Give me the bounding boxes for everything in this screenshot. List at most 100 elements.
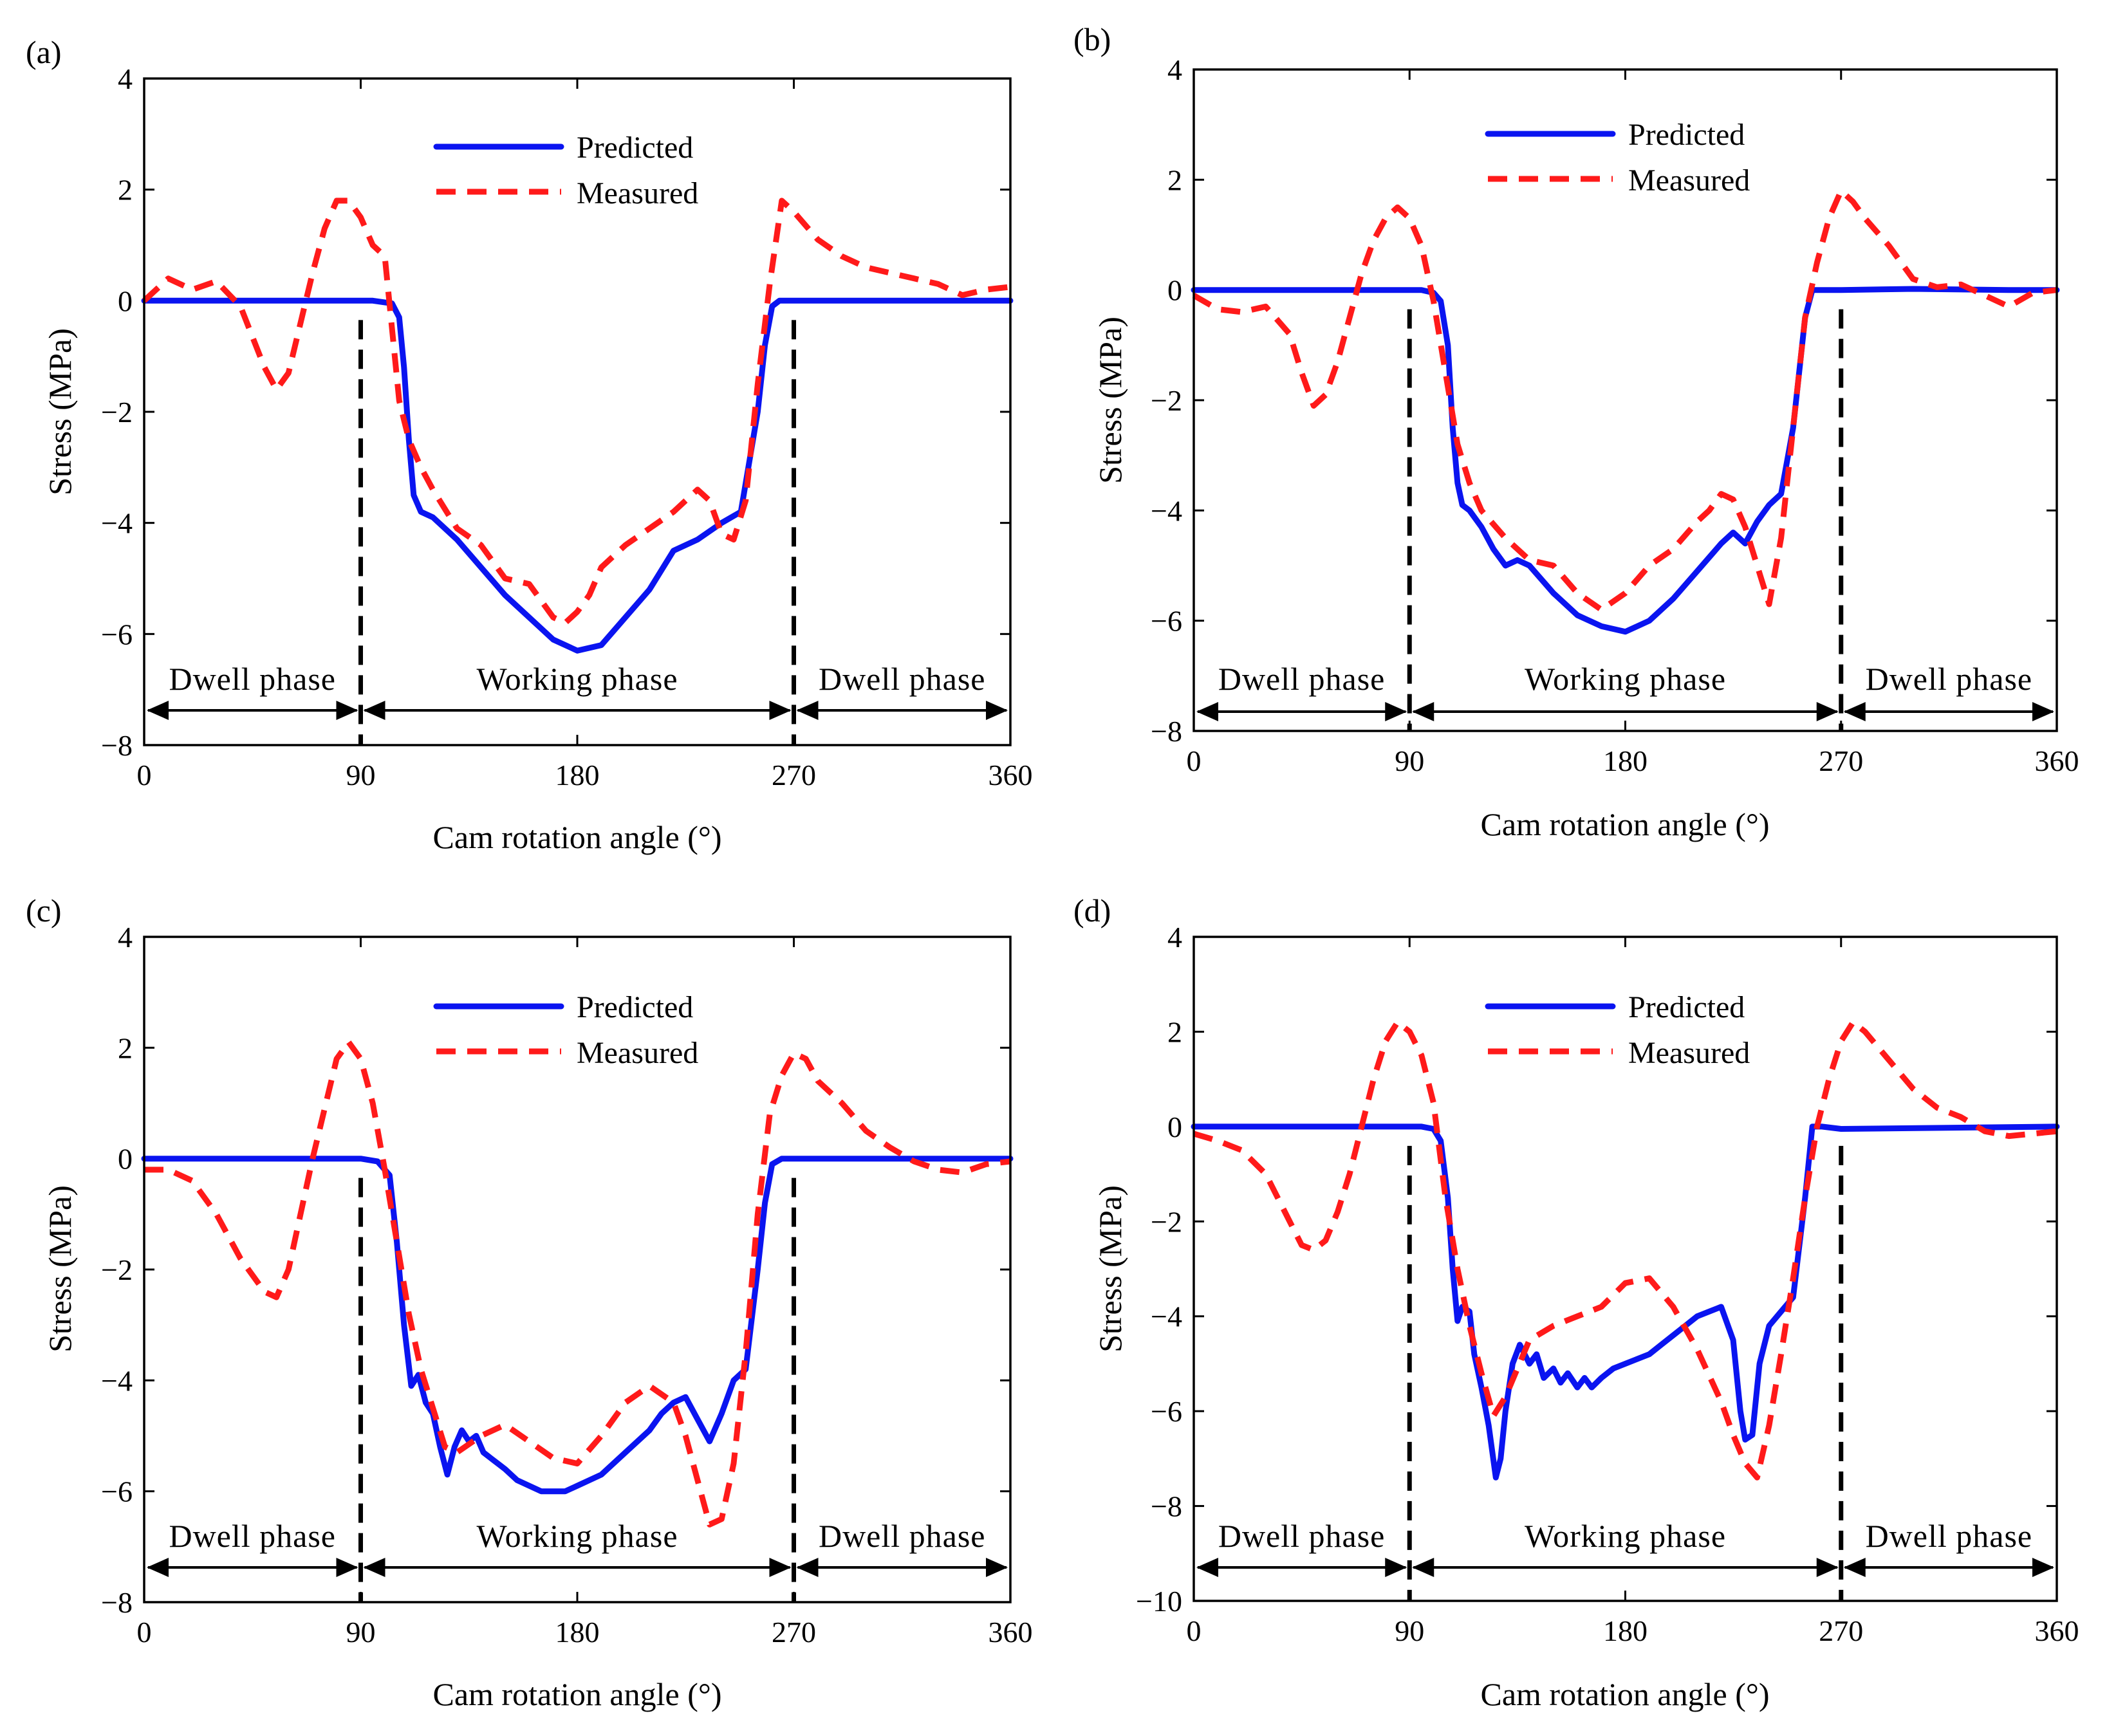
y-tick-label: −2 [1151,1205,1182,1238]
phase-label: Dwell phase [1218,661,1386,697]
y-tick-label: −2 [101,396,133,429]
phase-arrow-head-right [2032,702,2054,721]
panel-b-ylabel: Stress (MPa) [1092,317,1128,484]
x-tick-label: 360 [989,1616,1033,1648]
phase-label: Working phase [1525,1518,1726,1554]
y-tick-label: −8 [101,1586,133,1619]
phase-arrow-head-left [796,701,819,720]
y-tick-label: 0 [118,284,133,317]
y-tick-label: 0 [118,1143,133,1176]
phase-arrow-head-left [796,1558,819,1577]
panel-a-legend: Predicted Measured [433,131,698,210]
y-tick-label: 0 [1167,274,1182,307]
legend-measured-label: Measured [577,1036,698,1070]
phase-label: Dwell phase [819,1518,986,1554]
panel-c-predicted-series [141,1156,1014,1495]
x-tick-label: 0 [1187,1614,1202,1647]
panel-c: (c) 0 90 180 270 360 −8 −6 −4 −2 0 2 4 Predicted Me… [26,892,1033,1712]
phase-arrow-head-left [147,701,169,720]
y-tick-label: −4 [1151,494,1182,527]
phase-label: Dwell phase [1866,1518,2033,1554]
y-tick-label: −4 [1151,1300,1182,1333]
phase-label: Working phase [476,661,678,697]
y-tick-label: −6 [1151,605,1182,638]
phase-arrow-head-left [1196,702,1218,721]
phase-arrow-head-right [769,701,792,720]
y-tick-label: 2 [118,174,133,207]
phase-arrow-head-right [1385,1558,1407,1577]
panel-d-measured-series [1193,1019,2057,1481]
x-tick-label: 360 [989,759,1033,791]
panel-a-predicted-series [141,297,1014,654]
x-tick-label: 90 [1395,1614,1424,1647]
panel-c-measured-series [144,1039,1011,1528]
y-tick-label: 2 [1167,1015,1182,1048]
phase-label: Dwell phase [169,661,336,697]
x-tick-label: 0 [137,1616,152,1648]
y-tick-label: 4 [1167,921,1182,954]
x-tick-label: 0 [137,759,152,791]
y-tick-label: −6 [101,618,133,651]
panel-a-measured-series [142,198,1011,626]
x-tick-label: 90 [346,1616,376,1648]
panel-a-axes [143,77,1012,746]
phase-arrow-head-left [363,1558,385,1577]
panel-a-xlabel: Cam rotation angle (°) [432,819,721,855]
x-tick-label: 270 [772,1616,816,1648]
panel-b: (b) 0 90 180 270 360 −8 −6 −4 −2 0 2 4 Predicted Me… [1073,21,2079,842]
x-tick-label: 180 [1603,744,1648,777]
y-tick-label: 4 [118,921,133,954]
phase-arrow-head-right [1816,702,1839,721]
phase-arrow-head-left [1196,1558,1218,1577]
phase-label: Dwell phase [1866,661,2033,697]
phase-arrow-head-right [986,701,1008,720]
phase-arrow-head-right [2032,1558,2054,1577]
phase-arrow-head-left [1843,702,1866,721]
y-tick-label: −10 [1136,1585,1182,1618]
x-tick-label: 180 [555,1616,600,1648]
panel-b-predicted-series [1191,286,2060,635]
panel-d-predicted-series [1191,1123,2060,1481]
legend-predicted-label: Predicted [1628,990,1745,1024]
panel-c-letter: (c) [26,892,62,928]
y-tick-label: −6 [1151,1395,1182,1428]
legend-predicted-label: Predicted [1628,118,1745,152]
panel-d-legend: Predicted Measured [1485,990,1750,1070]
y-tick-label: −8 [101,729,133,762]
legend-measured-label: Measured [1628,163,1750,198]
x-tick-label: 270 [1819,744,1863,777]
phase-arrow-head-right [336,701,358,720]
y-tick-label: 4 [1167,53,1182,86]
panel-d-axes [1193,936,2058,1602]
y-tick-label: −6 [101,1475,133,1508]
x-tick-label: 0 [1187,744,1202,777]
phase-arrow-head-left [147,1558,169,1577]
x-tick-label: 270 [1819,1614,1863,1647]
phase-arrow-head-left [1412,1558,1434,1577]
phase-arrow-head-right [1816,1558,1839,1577]
x-tick-label: 360 [2035,1614,2079,1647]
panel-d: (d) 0 90 180 270 360 −10 −8 −6 −4 −2 0 2 4 Predicted… [1073,892,2079,1712]
panel-d-ylabel: Stress (MPa) [1092,1185,1128,1353]
y-tick-label: −2 [1151,384,1182,417]
x-tick-label: 180 [1603,1614,1648,1647]
y-tick-label: 4 [118,62,133,95]
panel-c-axes [143,936,1012,1603]
phase-label: Working phase [1525,661,1726,697]
phase-arrow-head-right [336,1558,358,1577]
phase-label: Dwell phase [819,661,986,697]
panel-d-letter: (d) [1073,892,1111,928]
y-tick-label: −2 [101,1253,133,1286]
panel-a-ylabel: Stress (MPa) [42,328,78,495]
legend-measured-label: Measured [577,176,698,210]
panel-b-legend: Predicted Measured [1485,118,1750,198]
y-tick-label: 2 [118,1031,133,1064]
x-tick-label: 360 [2035,744,2079,777]
phase-arrow-head-right [986,1558,1008,1577]
x-tick-label: 90 [346,759,376,791]
panel-c-xlabel: Cam rotation angle (°) [432,1676,721,1712]
phase-arrow-head-left [1412,702,1434,721]
phase-arrow-head-right [1385,702,1407,721]
phase-arrow-head-left [1843,1558,1866,1577]
